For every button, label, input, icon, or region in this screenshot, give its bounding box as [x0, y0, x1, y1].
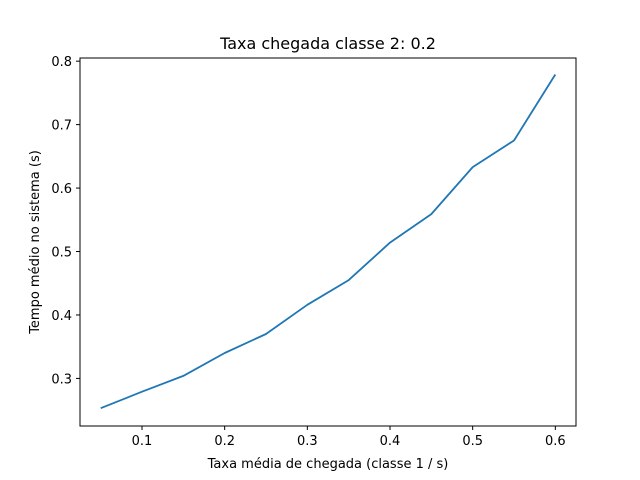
y-tick-label: 0.3 — [51, 372, 72, 387]
x-tick-label: 0.3 — [297, 434, 318, 449]
y-tick-label: 0.7 — [51, 119, 72, 134]
x-axis-label: Taxa média de chegada (classe 1 / s) — [207, 457, 449, 472]
x-tick-label: 0.1 — [132, 434, 153, 449]
chart-title: Taxa chegada classe 2: 0.2 — [219, 34, 436, 53]
x-tick-label: 0.6 — [545, 434, 566, 449]
series-line-0 — [100, 74, 557, 410]
x-tick-label: 0.4 — [380, 434, 401, 449]
y-axis-label: Tempo médio no sistema (s) — [28, 150, 43, 335]
x-tick-label: 0.2 — [214, 434, 235, 449]
y-tick-label: 0.4 — [51, 309, 72, 324]
y-tick-label: 0.8 — [51, 55, 72, 70]
y-tick-label: 0.6 — [51, 182, 72, 197]
x-tick-label: 0.5 — [462, 434, 483, 449]
y-tick-label: 0.5 — [51, 246, 72, 261]
plot-area: 0.1 0.2 0.3 0.4 0.5 0.6 0.3 0.4 0.5 0.6 0.7 0.8 — [51, 55, 577, 449]
axes-frame — [79, 57, 577, 427]
